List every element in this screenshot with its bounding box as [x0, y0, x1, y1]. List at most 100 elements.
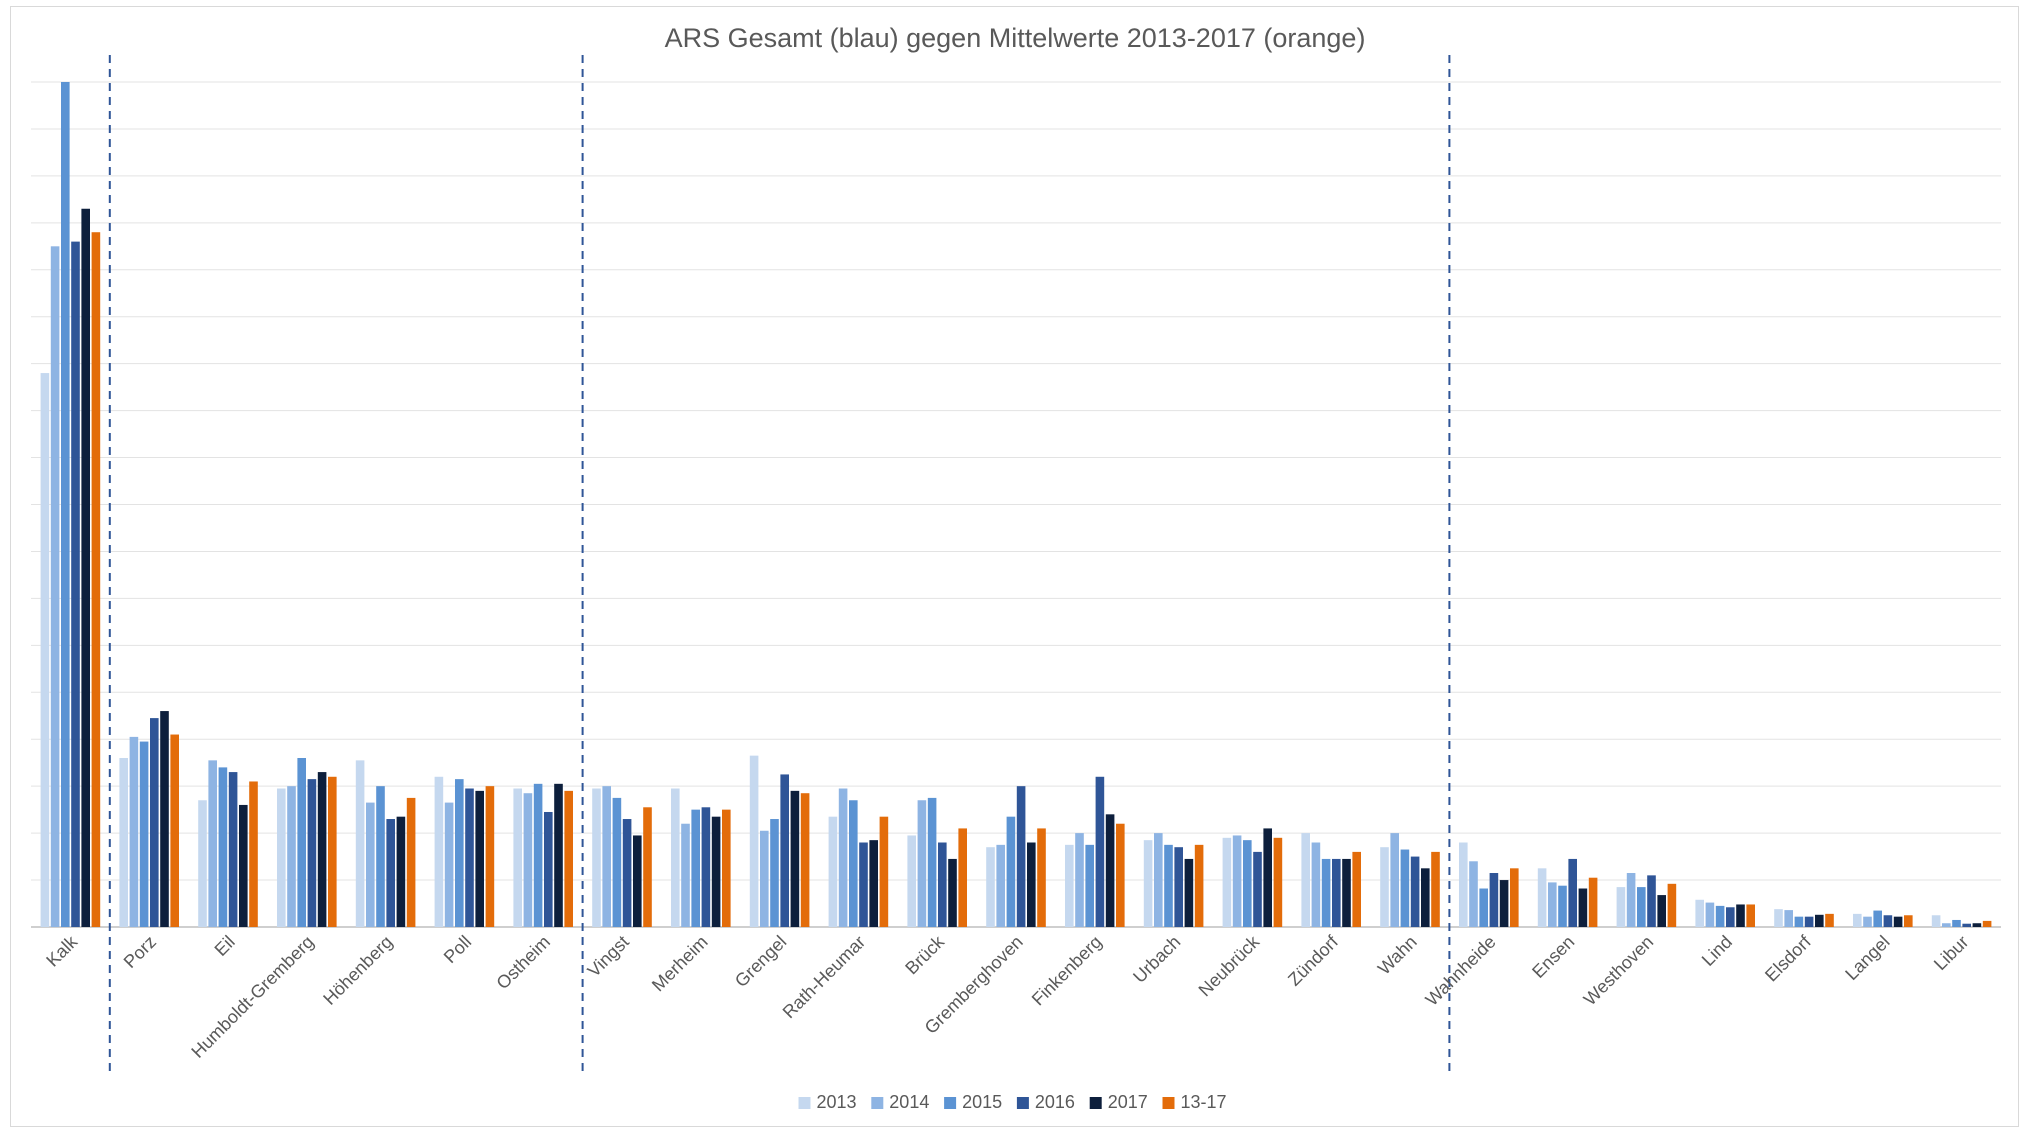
legend-label: 2017: [1108, 1092, 1148, 1112]
bar: [1400, 849, 1410, 927]
bar: [1390, 833, 1399, 927]
bar: [633, 835, 642, 927]
bar: [1558, 885, 1567, 927]
bar: [1154, 833, 1163, 927]
bar: [513, 788, 522, 927]
bar: [1194, 844, 1204, 927]
bar: [1657, 895, 1666, 927]
bar: [61, 82, 70, 927]
bar: [533, 783, 543, 927]
bar: [544, 811, 553, 927]
bar: [1459, 842, 1468, 927]
x-tick-label: Finkenberg: [1028, 932, 1106, 1010]
bar: [622, 819, 632, 927]
x-tick-label: Westhoven: [1580, 932, 1658, 1010]
bar: [208, 760, 217, 927]
bar: [1853, 913, 1862, 927]
bar: [790, 790, 800, 927]
bar: [297, 758, 306, 927]
bar: [1637, 887, 1646, 927]
bar: [287, 786, 296, 927]
bar: [643, 807, 652, 927]
bar: [1489, 873, 1499, 927]
x-tick-label: Zündorf: [1284, 931, 1343, 990]
bar: [1904, 915, 1913, 927]
x-tick-label: Ensen: [1528, 932, 1578, 982]
legend-label: 2014: [889, 1092, 929, 1112]
bar: [1863, 916, 1872, 927]
x-tick-label: Kalk: [42, 931, 82, 971]
bar: [1825, 913, 1834, 927]
bar: [1616, 887, 1626, 927]
x-tick-label: Merheim: [648, 932, 712, 996]
bar: [1588, 877, 1598, 927]
x-tick-label: Wahnheide: [1422, 932, 1500, 1010]
x-tick-label: Rath-Heumar: [779, 932, 870, 1023]
bar: [770, 819, 779, 927]
x-tick-label: Neubrück: [1195, 931, 1264, 1000]
bar: [170, 734, 179, 927]
bar: [1784, 910, 1793, 927]
x-tick-label: Wahn: [1374, 932, 1421, 979]
bar: [71, 241, 80, 928]
bar: [1537, 868, 1547, 927]
bar: [317, 772, 327, 927]
bar: [160, 711, 169, 927]
bar: [455, 779, 464, 928]
bar: [50, 246, 60, 927]
legend-label: 2015: [962, 1092, 1002, 1112]
legend-label: 2016: [1035, 1092, 1075, 1112]
bar: [1815, 914, 1824, 927]
bar: [958, 828, 967, 927]
bars: [40, 82, 1992, 928]
legend-label: 13-17: [1181, 1092, 1227, 1112]
x-tick-label: Elsdorf: [1761, 931, 1815, 985]
bar: [879, 816, 889, 927]
bar: [1705, 902, 1715, 927]
x-tick-label: Urbach: [1129, 932, 1184, 987]
bar: [1794, 916, 1804, 927]
bar: [1883, 915, 1893, 927]
bar: [1972, 923, 1982, 927]
bar: [828, 816, 838, 927]
bar: [838, 788, 848, 927]
bar: [948, 858, 957, 927]
bar: [1726, 907, 1735, 927]
x-tick-label: Langel: [1841, 932, 1893, 984]
bar: [1931, 915, 1941, 927]
legend-swatch: [944, 1097, 957, 1109]
bar: [1301, 833, 1310, 927]
bar: [671, 788, 680, 927]
bar: [859, 842, 868, 927]
bar: [328, 776, 337, 927]
bar: [1479, 888, 1488, 927]
bar: [249, 781, 258, 927]
bar: [228, 772, 238, 927]
bar: [938, 842, 947, 927]
bar: [1143, 840, 1153, 927]
bar: [150, 718, 159, 927]
bar: [1352, 851, 1361, 927]
bar: [1164, 844, 1173, 927]
bar: [1065, 844, 1074, 927]
bar: [602, 786, 611, 927]
bar: [722, 809, 731, 927]
bar: [386, 819, 395, 927]
chart-title: ARS Gesamt (blau) gegen Mittelwerte 2013…: [665, 23, 1366, 53]
legend-label: 2013: [817, 1092, 857, 1112]
bar: [355, 760, 365, 927]
bar: [1568, 858, 1577, 927]
bar: [1116, 823, 1125, 927]
bar: [1626, 873, 1636, 927]
bar: [434, 776, 444, 927]
bar: [691, 809, 700, 927]
x-tick-label: Brück: [901, 931, 948, 978]
bar: [1253, 851, 1262, 927]
bar: [917, 800, 927, 927]
bar: [869, 840, 878, 927]
bar: [485, 786, 495, 927]
x-tick-label: Humboldt-Gremberg: [187, 932, 317, 1062]
bar: [1548, 882, 1557, 927]
